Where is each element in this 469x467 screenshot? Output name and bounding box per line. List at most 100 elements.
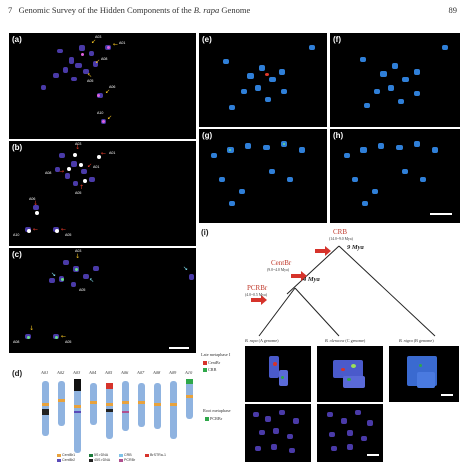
chromosome xyxy=(263,145,270,150)
chromosome-tag: A10 xyxy=(97,111,104,115)
ideogram-label: A05 xyxy=(105,370,113,375)
chromosome xyxy=(402,77,409,82)
arrow-icon: ↓ xyxy=(29,325,35,332)
signal-spot xyxy=(75,268,78,271)
legend-item: 5S rDNA xyxy=(89,453,108,457)
signal-spot xyxy=(27,336,30,339)
chromosome xyxy=(65,173,70,179)
chromosome xyxy=(245,143,251,149)
signal-spot xyxy=(73,153,77,157)
chromosome xyxy=(259,65,265,71)
chromosome xyxy=(352,177,358,182)
legend-item: CentBr1 xyxy=(57,453,75,457)
signal-spot xyxy=(265,73,269,76)
panel-g-label: (g) xyxy=(202,131,213,140)
scale-bar xyxy=(367,454,379,456)
panel-h-label: (h) xyxy=(333,131,344,140)
panel-b: (b) ↓ ← → ↙ ↑ ↓ ← ← A03 A01 A08 A01 A05 … xyxy=(9,141,196,246)
micrograph-brapa-late xyxy=(245,346,311,402)
chromosome xyxy=(219,177,225,182)
chromosome xyxy=(49,278,55,283)
legend-swatch xyxy=(89,458,93,462)
chromosome xyxy=(265,97,271,102)
late-metaphase-label: Late metaphase I xyxy=(201,352,231,357)
panel-a: (a) ↙ ← ↙ ↖ ↙ ↙ A03 A01 A08 A05 A06 A10 xyxy=(9,33,196,139)
chromosome xyxy=(211,153,217,158)
chromosome xyxy=(392,63,398,69)
chromosome xyxy=(239,189,245,194)
legend-item: 45S rDNA xyxy=(89,458,110,462)
ideogram-label: A02 xyxy=(57,370,65,375)
chromosome xyxy=(53,73,59,78)
arrow-icon: ↖ xyxy=(87,72,93,79)
arrow-icon: ↑ xyxy=(79,184,85,191)
ideogram-label: A07 xyxy=(137,370,145,375)
chromosome xyxy=(269,356,279,378)
chromosome-ideogram xyxy=(154,383,161,429)
chromosome xyxy=(81,169,87,174)
panel-h: (h) xyxy=(330,129,460,223)
chromosome xyxy=(57,49,63,53)
chromosome xyxy=(355,410,361,415)
chromosome xyxy=(347,444,353,450)
chromosome xyxy=(309,45,315,50)
chromosome xyxy=(331,446,337,451)
signal-spot xyxy=(97,94,100,97)
chromosome xyxy=(293,418,299,424)
chromosome-tag: A03 xyxy=(75,142,82,146)
panel-i: (i) CRB (14.0~9.0 Mya) CentBr (9.0~4.0 M… xyxy=(199,226,461,464)
arrow-icon: ↙ xyxy=(107,114,113,121)
ideogram-label: A04 xyxy=(89,370,97,375)
chromosome xyxy=(372,189,378,194)
chromosome-ideogram xyxy=(186,379,193,419)
chromosome-tag: A05 xyxy=(79,288,86,292)
divergence-9mya: 9 Mya xyxy=(347,244,364,251)
chromosome xyxy=(33,205,39,210)
legend-swatch xyxy=(119,458,123,462)
chromosome xyxy=(279,69,285,75)
crb-label: CRB xyxy=(333,228,348,236)
panel-d-label: (d) xyxy=(12,369,23,378)
chromosome-tag: A06 xyxy=(29,197,36,201)
panel-e-label: (e) xyxy=(202,35,212,44)
centbr-label: CentBr xyxy=(271,259,292,267)
ideogram-label: A10 xyxy=(185,370,193,375)
signal-spot xyxy=(107,46,110,49)
chromosome xyxy=(255,446,261,451)
chromosome xyxy=(63,67,68,73)
chromosome xyxy=(41,85,46,90)
chromosome-tag: A01 xyxy=(109,151,116,155)
chromosome-tag: A05 xyxy=(65,233,72,237)
chromosome xyxy=(364,103,370,108)
chromosome-ideogram xyxy=(42,381,49,436)
chromosome-ideogram xyxy=(138,383,145,427)
signal-spot xyxy=(283,143,285,145)
signal-spot xyxy=(351,364,356,368)
chromosome-tag: A05 xyxy=(75,191,82,195)
chromosome xyxy=(69,57,74,64)
header-title-prefix: Genomic Survey of the Hidden Components … xyxy=(18,5,194,15)
chromosome xyxy=(414,141,420,147)
chromosome xyxy=(59,153,65,158)
chromosome-tag: A01 xyxy=(119,41,126,45)
chromosome-ideogram xyxy=(170,381,177,439)
chromosome xyxy=(388,85,394,91)
arrow-icon: ↙ xyxy=(105,88,111,95)
panel-c: (c) ↓ ↘ ↖ ↘ ↓ ← A03 A05 A08 A05 xyxy=(9,248,196,353)
chromosome xyxy=(79,45,85,51)
chromosome xyxy=(396,145,403,150)
chromosome xyxy=(255,85,261,91)
chromosome xyxy=(398,99,404,104)
panel-f-label: (f) xyxy=(333,35,341,44)
chromosome xyxy=(378,143,384,149)
chromosome xyxy=(362,201,368,206)
chromosome xyxy=(93,266,99,271)
running-header: 7 Genomic Survey of the Hidden Component… xyxy=(8,5,250,15)
signal-spot xyxy=(79,163,83,167)
panel-b-label: (b) xyxy=(12,143,23,152)
chromosome xyxy=(287,177,293,182)
legend-swatch xyxy=(89,453,93,457)
chromosome xyxy=(414,91,420,96)
micrograph-boleracea-late xyxy=(317,346,383,402)
chromosome xyxy=(273,428,279,434)
